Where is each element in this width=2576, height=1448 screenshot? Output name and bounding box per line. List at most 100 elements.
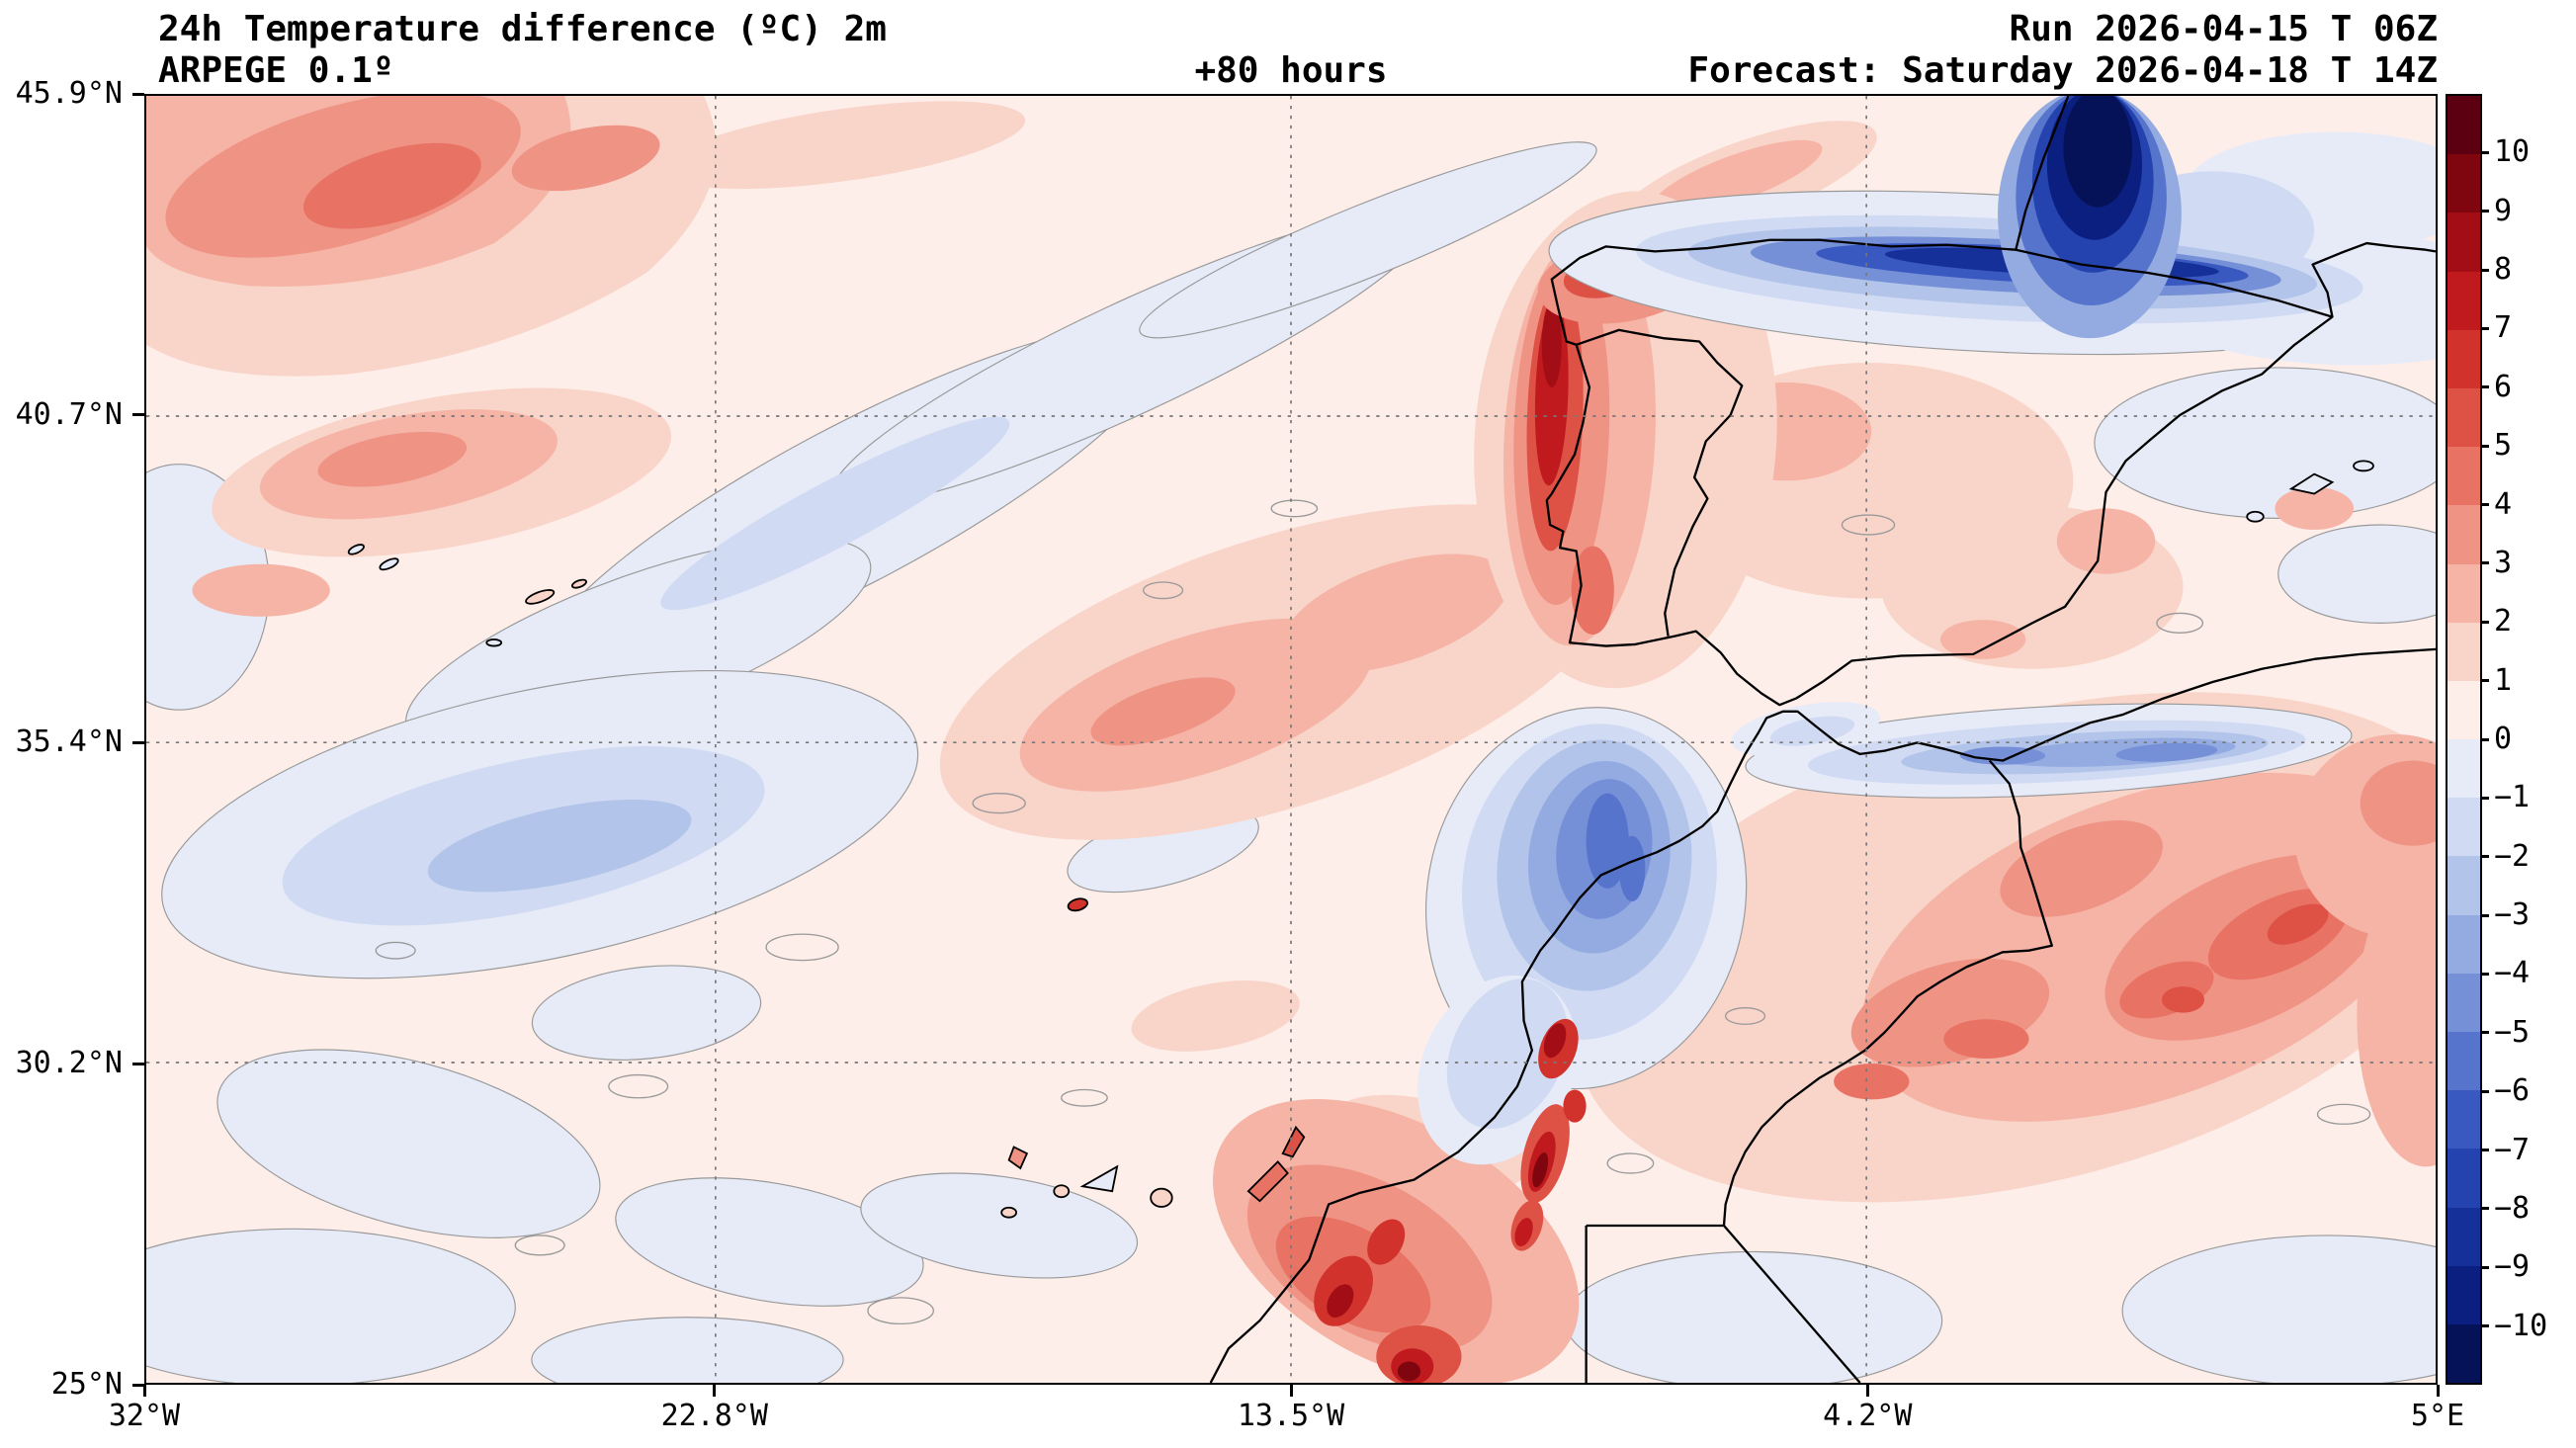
model-label: ARPEGE 0.1º — [158, 50, 394, 91]
x-tick-mark — [1865, 1385, 1869, 1397]
y-tick-mark — [132, 92, 144, 96]
colorbar-tick-label: −10 — [2494, 1308, 2548, 1343]
colorbar-tick-mark — [2482, 737, 2489, 741]
warming-northwest — [146, 96, 1877, 617]
colorbar-tick-label: 5 — [2494, 428, 2513, 464]
y-tick-mark — [132, 1383, 144, 1387]
colorbar-segment — [2447, 739, 2480, 799]
colorbar-segment — [2447, 798, 2480, 857]
colorbar-tick-mark — [2482, 972, 2489, 976]
cooling-atlantic-morocco — [1417, 707, 1748, 1165]
colorbar-segment — [2447, 213, 2480, 272]
colorbar-segment — [2447, 154, 2480, 213]
colorbar-tick-mark — [2482, 855, 2489, 859]
colorbar-tick-mark — [2482, 620, 2489, 624]
colorbar-tick-mark — [2482, 1031, 2489, 1035]
colorbar-segment — [2447, 1323, 2480, 1384]
colorbar-tick-mark — [2482, 1265, 2489, 1269]
colorbar-tick-mark — [2482, 1089, 2489, 1093]
colorbar-tick-mark — [2482, 385, 2489, 389]
colorbar-tick-label: −8 — [2494, 1190, 2531, 1226]
colorbar-segment — [2447, 1265, 2480, 1324]
colorbar-tick-label: 0 — [2494, 722, 2513, 756]
colorbar-tick-label: 1 — [2494, 662, 2513, 698]
colorbar-segment — [2447, 563, 2480, 623]
colorbar-tick-mark — [2482, 326, 2489, 330]
colorbar-tick-label: −5 — [2494, 1014, 2531, 1050]
y-tick-label: 30.2°N — [15, 1046, 123, 1081]
colorbar-tick-label: 3 — [2494, 545, 2513, 580]
colorbar-segment — [2447, 447, 2480, 506]
colorbar-tick-mark — [2482, 1207, 2489, 1211]
colorbar-segment — [2447, 271, 2480, 330]
x-tick-mark — [1289, 1385, 1293, 1397]
x-tick-label: 4.2°W — [1823, 1399, 1913, 1433]
colorbar-segment — [2447, 96, 2480, 155]
colorbar-tick-mark — [2482, 913, 2489, 917]
colorbar-segment — [2447, 914, 2480, 974]
x-tick-label: 22.8°W — [660, 1399, 768, 1433]
colorbar-tick-label: 6 — [2494, 369, 2513, 404]
y-tick-label: 25°N — [50, 1367, 123, 1402]
colorbar-segment — [2447, 680, 2480, 740]
colorbar-tick-mark — [2482, 444, 2489, 448]
colorbar-tick-mark — [2482, 1324, 2489, 1328]
colorbar-tick-label: −6 — [2494, 1073, 2531, 1109]
colorbar-tick-label: −9 — [2494, 1249, 2531, 1285]
colorbar-tick-mark — [2482, 561, 2489, 565]
warming-morocco-coast-spikes — [1510, 1018, 1587, 1251]
x-tick-label: 13.5°W — [1237, 1399, 1345, 1433]
colorbar-tick-mark — [2482, 503, 2489, 507]
x-tick-label: 32°W — [108, 1399, 181, 1433]
colorbar-tick-mark — [2482, 1149, 2489, 1152]
colorbar-tick-label: −3 — [2494, 897, 2531, 933]
colorbar-tick-label: −7 — [2494, 1132, 2531, 1167]
islands — [347, 460, 2374, 1219]
zero-contours — [375, 499, 2371, 1325]
y-tick-mark — [132, 413, 144, 417]
warming-atlas — [1577, 692, 2436, 1203]
colorbar-tick-label: 9 — [2494, 193, 2513, 228]
gridlines — [146, 96, 2436, 1383]
colorbar-tick-label: −2 — [2494, 838, 2531, 874]
colorbar-gradient — [2447, 96, 2480, 1384]
x-tick-mark — [142, 1385, 146, 1397]
x-tick-label: 5°E — [2410, 1399, 2465, 1433]
forecast-label: Forecast: Saturday 2026-04-18 T 14Z — [1687, 50, 2438, 91]
colorbar-tick-mark — [2482, 210, 2489, 213]
colorbar-tick-label: 2 — [2494, 604, 2513, 639]
colorbar-segment — [2447, 856, 2480, 915]
y-tick-label: 45.9°N — [15, 76, 123, 111]
colorbar-segment — [2447, 1090, 2480, 1150]
colorbar-tick-mark — [2482, 679, 2489, 683]
colorbar-segment — [2447, 973, 2480, 1032]
coastlines — [1209, 96, 2436, 1383]
map-svg — [146, 96, 2436, 1383]
colorbar-segment — [2447, 387, 2480, 448]
colorbar-tick-label: −4 — [2494, 956, 2531, 991]
colorbar-segment — [2447, 1207, 2480, 1266]
colorbar-segment — [2447, 505, 2480, 564]
colorbar-tick-mark — [2482, 268, 2489, 272]
chart-title: 24h Temperature difference (ºC) 2m — [158, 9, 887, 49]
y-tick-label: 35.4°N — [15, 724, 123, 760]
colorbar-tick-mark — [2482, 796, 2489, 800]
weak-cooling-cores — [282, 416, 1010, 926]
lead-time-label: +80 hours — [1194, 50, 1388, 91]
map-plot-area — [144, 94, 2438, 1385]
colorbar-tick-label: 8 — [2494, 252, 2513, 288]
colorbar-segment — [2447, 1032, 2480, 1091]
colorbar-segment — [2447, 1149, 2480, 1208]
colorbar-tick-mark — [2482, 150, 2489, 154]
colorbar-tick-label: 4 — [2494, 486, 2513, 522]
x-tick-mark — [713, 1385, 717, 1397]
x-tick-mark — [2436, 1385, 2440, 1397]
colorbar-tick-label: 7 — [2494, 310, 2513, 346]
colorbar-tick-label: −1 — [2494, 780, 2531, 815]
colorbar-segment — [2447, 329, 2480, 388]
y-tick-mark — [132, 1062, 144, 1065]
run-label: Run 2026-04-15 T 06Z — [2009, 9, 2438, 49]
y-tick-label: 40.7°N — [15, 396, 123, 432]
colorbar — [2446, 94, 2482, 1385]
